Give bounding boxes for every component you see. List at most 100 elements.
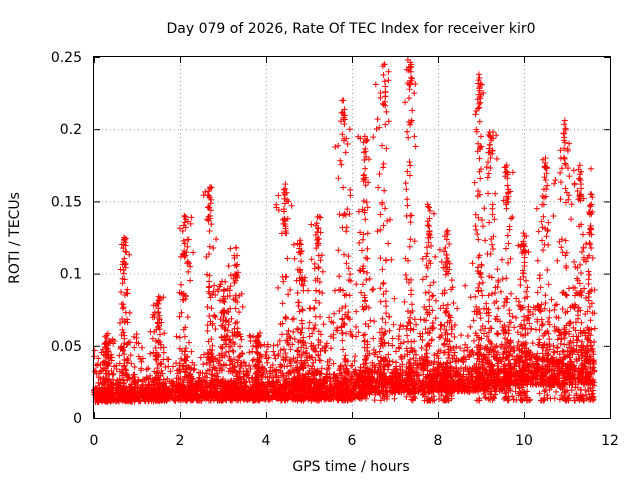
data-point	[423, 244, 430, 251]
data-point	[319, 290, 326, 297]
data-point	[507, 373, 514, 380]
data-point	[155, 297, 162, 304]
data-point	[428, 242, 435, 249]
data-point	[317, 388, 324, 395]
data-point	[446, 241, 453, 248]
data-point	[225, 262, 232, 269]
data-point	[253, 344, 260, 351]
data-point	[123, 290, 130, 297]
data-point	[377, 255, 384, 262]
data-point	[205, 204, 212, 211]
data-point	[184, 243, 191, 250]
data-point	[181, 333, 188, 340]
data-point	[376, 170, 383, 177]
data-point	[427, 260, 434, 267]
data-point	[398, 389, 405, 396]
data-point	[239, 391, 246, 398]
data-point	[296, 308, 303, 315]
data-point	[288, 392, 295, 399]
data-point	[340, 137, 347, 144]
data-point	[345, 253, 352, 260]
data-point	[364, 136, 371, 143]
data-point	[313, 220, 320, 227]
data-point	[278, 230, 285, 237]
data-point	[294, 354, 301, 361]
data-point	[208, 371, 215, 378]
data-point	[383, 288, 390, 295]
data-point	[356, 371, 363, 378]
data-point	[311, 304, 318, 311]
data-point	[219, 278, 225, 285]
data-point	[316, 385, 323, 392]
data-point	[122, 242, 129, 249]
data-point	[362, 356, 369, 363]
data-point	[382, 83, 389, 90]
data-point	[485, 351, 492, 358]
data-point	[288, 202, 295, 209]
data-point	[406, 388, 413, 395]
data-point	[184, 236, 191, 243]
data-point	[298, 352, 305, 359]
data-point	[338, 372, 345, 379]
data-point	[407, 121, 414, 128]
data-point	[347, 186, 354, 193]
data-point	[327, 383, 334, 390]
data-point	[251, 381, 258, 388]
data-point	[95, 379, 102, 386]
data-point	[387, 389, 394, 396]
data-point	[300, 334, 307, 341]
data-point	[258, 381, 265, 388]
data-point	[287, 362, 294, 369]
data-point	[211, 385, 218, 392]
data-point	[377, 378, 384, 385]
data-point	[312, 231, 319, 238]
data-point	[153, 326, 160, 333]
data-point	[273, 395, 280, 402]
data-point	[325, 386, 332, 393]
data-point	[494, 383, 501, 390]
data-point	[336, 273, 343, 280]
data-point	[315, 265, 322, 272]
data-point	[363, 383, 370, 390]
data-point	[468, 348, 475, 355]
data-point	[237, 361, 244, 368]
data-point	[520, 365, 527, 372]
data-point	[585, 347, 592, 354]
data-point	[273, 201, 280, 208]
data-point	[490, 353, 497, 360]
data-point	[118, 331, 125, 338]
data-point	[315, 252, 322, 259]
data-point	[426, 388, 433, 395]
data-point	[362, 254, 369, 261]
data-point	[366, 350, 373, 357]
data-point	[539, 350, 546, 357]
data-point	[254, 386, 261, 393]
data-point	[275, 192, 282, 199]
data-point	[381, 187, 388, 194]
data-point	[423, 350, 430, 357]
data-point	[197, 395, 204, 402]
data-point	[431, 382, 438, 389]
data-point	[306, 319, 313, 326]
data-point	[254, 334, 261, 341]
data-point	[442, 386, 449, 393]
data-point	[424, 330, 431, 337]
data-point	[531, 371, 538, 378]
data-point	[413, 351, 420, 358]
data-point	[348, 331, 355, 338]
data-point	[160, 294, 167, 301]
data-point	[496, 379, 503, 386]
data-point	[285, 395, 292, 402]
data-point	[359, 236, 366, 243]
data-point	[95, 398, 102, 405]
data-point	[326, 387, 333, 394]
data-point	[406, 86, 413, 93]
data-point	[316, 235, 323, 242]
data-point	[360, 306, 367, 313]
data-point	[388, 256, 395, 263]
data-point	[374, 376, 381, 383]
data-point	[408, 344, 415, 351]
data-point	[294, 397, 301, 404]
data-point	[344, 206, 351, 213]
data-point	[208, 221, 215, 228]
